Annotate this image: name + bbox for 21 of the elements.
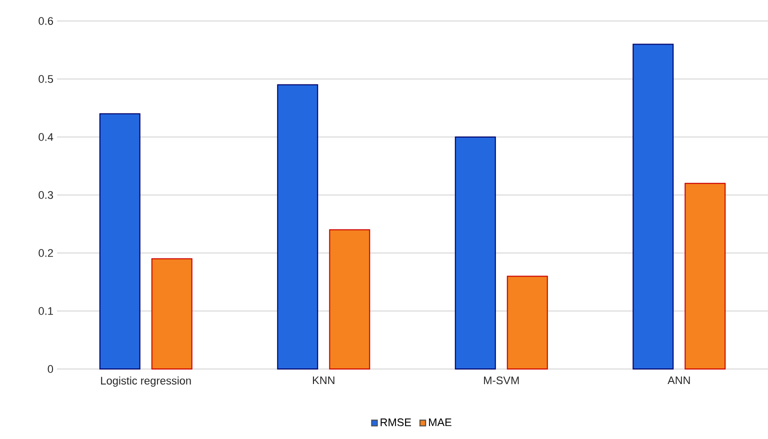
bar <box>151 258 192 370</box>
x-tick-label: ANN <box>668 376 690 384</box>
x-tick-label: KNN <box>312 376 334 384</box>
bar <box>329 229 370 370</box>
bar <box>454 136 496 370</box>
x-tick-label: Logistic regression <box>101 376 191 387</box>
legend-label: RMSE <box>380 418 411 426</box>
y-tick-label: 0.2 <box>38 249 53 257</box>
bar <box>506 276 548 370</box>
y-tick-label: 0.4 <box>38 133 54 141</box>
y-tick-label: 0.1 <box>38 307 53 315</box>
y-tick-label: 0.3 <box>38 191 53 199</box>
bar <box>99 113 140 370</box>
x-tick-label: M-SVM <box>484 376 519 384</box>
bar <box>632 44 674 370</box>
bar <box>684 182 726 370</box>
y-tick-label: 0 <box>48 365 54 373</box>
y-tick-label: 0.6 <box>38 17 53 25</box>
legend-label: MAE <box>429 418 452 426</box>
y-tick-label: 0.5 <box>38 75 54 83</box>
bar <box>277 84 318 370</box>
